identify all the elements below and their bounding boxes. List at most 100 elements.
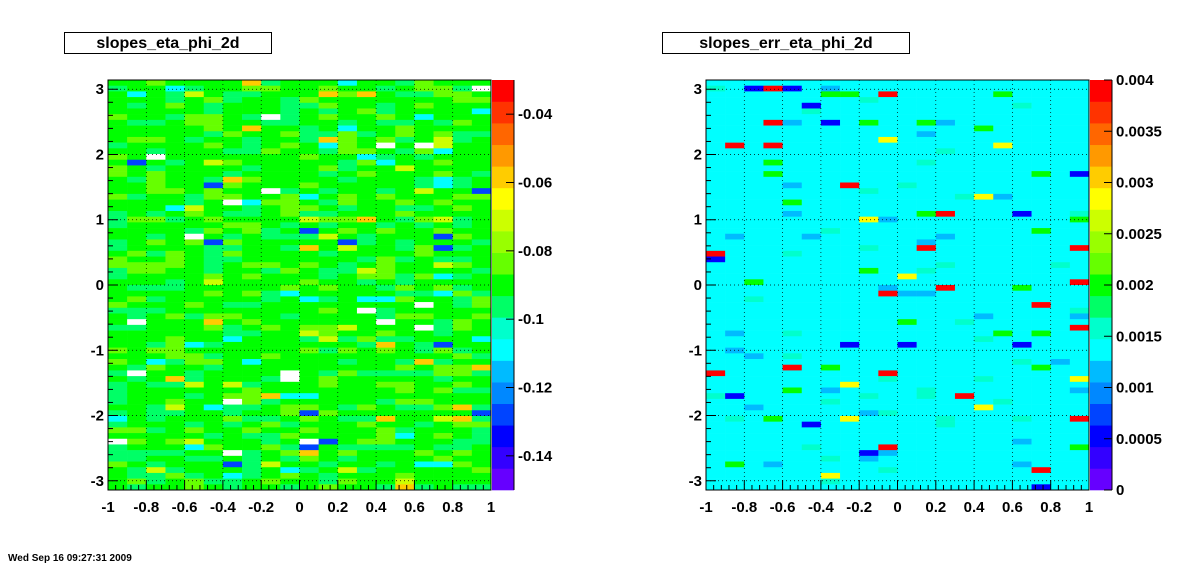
heatmap-cell: [222, 290, 243, 297]
heatmap-cell: [954, 125, 975, 132]
heatmap-cell: [471, 119, 492, 126]
heatmap-cell: [1031, 228, 1051, 235]
heatmap-cell: [1031, 415, 1051, 422]
heatmap-cell: [859, 290, 879, 297]
heatmap-cell: [337, 484, 358, 491]
heatmap-cell: [222, 273, 243, 280]
x-tick-label: 0.4: [366, 499, 388, 516]
heatmap-cell: [433, 233, 453, 240]
heatmap-cell: [801, 353, 822, 360]
heatmap-cell: [452, 125, 473, 132]
heatmap-cell: [801, 336, 822, 343]
heatmap-cell: [165, 296, 185, 303]
heatmap-cell: [261, 171, 281, 178]
heatmap-cell: [222, 404, 243, 411]
heatmap-cell: [820, 97, 841, 104]
heatmap-cell: [127, 176, 147, 183]
heatmap-cell: [974, 188, 994, 195]
heatmap-cell: [146, 415, 166, 422]
heatmap-cell: [1012, 324, 1032, 331]
heatmap-cell: [318, 450, 339, 457]
heatmap-cell: [897, 171, 917, 178]
heatmap-cell: [337, 91, 358, 98]
heatmap-cell: [146, 302, 166, 309]
heatmap-cell: [859, 159, 879, 166]
heatmap-cell: [280, 438, 300, 445]
heatmap-cell: [801, 444, 822, 451]
heatmap-cell: [744, 154, 764, 161]
heatmap-cell: [916, 341, 937, 348]
heatmap-cell: [801, 404, 822, 411]
heatmap-cell: [993, 467, 1013, 474]
heatmap-cell: [184, 256, 205, 263]
heatmap-cell: [299, 472, 319, 479]
heatmap-cell: [242, 359, 262, 366]
heatmap-cell: [974, 233, 994, 240]
heatmap-cell: [744, 193, 764, 200]
heatmap-cell: [1031, 467, 1051, 474]
heatmap-cell: [763, 222, 783, 229]
heatmap-cell: [916, 199, 937, 206]
heatmap-cell: [1069, 381, 1090, 388]
heatmap-cell: [146, 148, 166, 155]
heatmap-cell: [935, 267, 956, 274]
heatmap-cell: [127, 415, 147, 422]
heatmap-cell: [820, 131, 841, 138]
heatmap-cell: [337, 302, 358, 309]
heatmap-cell: [1050, 404, 1071, 411]
heatmap-cell: [127, 376, 147, 383]
heatmap-cell: [763, 319, 783, 326]
heatmap-cell: [916, 267, 937, 274]
heatmap-cell: [993, 370, 1013, 377]
heatmap-cell: [706, 427, 726, 434]
heatmap-cell: [146, 131, 166, 138]
heatmap-cell: [452, 171, 473, 178]
heatmap-cell: [146, 176, 166, 183]
heatmap-cell: [935, 415, 956, 422]
heatmap-cell: [242, 85, 262, 92]
heatmap-cell: [1050, 85, 1071, 92]
heatmap-cell: [859, 353, 879, 360]
heatmap-cell: [146, 433, 166, 440]
heatmap-cell: [1069, 114, 1090, 121]
heatmap-cell: [993, 239, 1013, 246]
heatmap-cell: [954, 296, 975, 303]
heatmap-cell: [916, 119, 937, 126]
heatmap-cell: [782, 427, 803, 434]
heatmap-cell: [165, 341, 185, 348]
heatmap-cell: [935, 370, 956, 377]
heatmap-cell: [859, 307, 879, 314]
heatmap-cell: [1069, 285, 1090, 291]
heatmap-cell: [299, 256, 319, 263]
heatmap-cell: [318, 250, 339, 257]
heatmap-cell: [414, 359, 434, 366]
heatmap-cell: [146, 319, 166, 326]
heatmap-cell: [744, 336, 764, 343]
heatmap-cell: [108, 85, 128, 92]
heatmap-cell: [725, 142, 745, 149]
heatmap-cell: [840, 461, 860, 468]
heatmap-cell: [356, 370, 377, 377]
heatmap-cell: [414, 427, 434, 434]
heatmap-cell: [954, 415, 975, 422]
heatmap-cell: [916, 97, 937, 104]
heatmap-cell: [820, 336, 841, 343]
heatmap-cell: [108, 319, 128, 326]
heatmap-cell: [859, 171, 879, 178]
heatmap-cell: [184, 239, 205, 246]
heatmap-cell: [242, 330, 262, 337]
heatmap-cell: [974, 193, 994, 200]
heatmap-cell: [318, 387, 339, 394]
heatmap-cell: [782, 433, 803, 440]
heatmap-cell: [127, 290, 147, 297]
heatmap-cell: [471, 131, 492, 138]
palette-swatch: [1090, 166, 1112, 189]
heatmap-cell: [146, 228, 166, 235]
heatmap-cell: [1012, 347, 1032, 354]
heatmap-cell: [974, 330, 994, 337]
heatmap-cell: [318, 80, 339, 86]
heatmap-cell: [203, 199, 224, 206]
heatmap-cell: [414, 433, 434, 440]
heatmap-cell: [299, 97, 319, 104]
heatmap-cell: [337, 245, 358, 252]
